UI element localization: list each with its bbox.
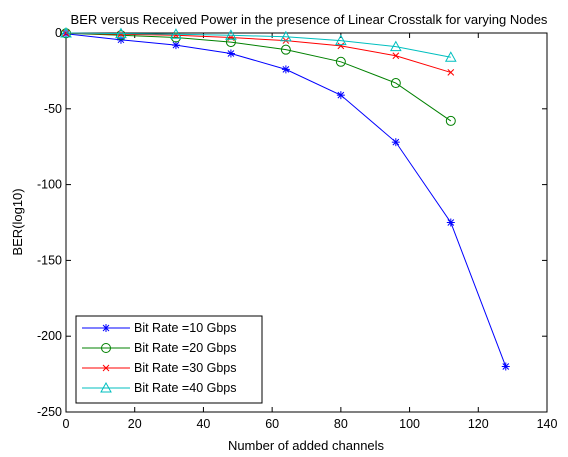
x-tick-label: 40 — [196, 417, 210, 431]
series-1-point — [281, 65, 290, 74]
legend-marker — [100, 381, 112, 393]
legend-label: Bit Rate =30 Gbps — [134, 361, 237, 375]
x-axis-label: Number of added channels — [228, 438, 385, 453]
series-3-point — [392, 52, 400, 60]
y-tick-label: 0 — [55, 26, 62, 40]
axis-ticks: 0 20 40 60 80 100 120 140 0 -50 -100 -150 -200 -250 — [37, 26, 558, 431]
y-tick-label: -150 — [37, 253, 62, 267]
x-tick-label: 0 — [63, 417, 70, 431]
series-4-point — [170, 28, 182, 39]
series-1-point — [501, 362, 510, 371]
x-tick-label: 140 — [537, 417, 558, 431]
series-4-point — [280, 30, 292, 42]
series-4-point — [389, 40, 402, 52]
legend-marker — [102, 324, 110, 332]
y-tick-label: -50 — [44, 102, 62, 116]
series-line-2 — [65, 32, 452, 122]
series-line-4 — [65, 32, 451, 58]
series-4-point — [335, 34, 347, 46]
series-4-point — [225, 29, 237, 40]
y-tick-label: -200 — [37, 329, 62, 343]
series-4-point — [115, 27, 127, 39]
x-tick-label: 120 — [468, 417, 489, 431]
legend-label: Bit Rate =40 Gbps — [134, 381, 237, 395]
series-3-point — [447, 69, 455, 76]
series-3-point — [337, 42, 345, 50]
series-1-point — [226, 49, 235, 58]
series-1-point — [336, 91, 345, 100]
series-line-3 — [65, 32, 451, 73]
x-tick-label: 20 — [128, 417, 142, 431]
series-2-point — [390, 78, 401, 89]
legend-label: Bit Rate =10 Gbps — [134, 321, 237, 335]
legend-marker — [102, 364, 110, 372]
series-2-point — [335, 56, 346, 67]
series-1-point — [391, 138, 400, 147]
series-4-point — [60, 26, 72, 38]
x-tick-label: 60 — [265, 417, 279, 431]
legend: Bit Rate =10 Gbps Bit Rate =20 Gbps Bit Ra… — [75, 315, 263, 404]
series-1-point — [446, 218, 455, 227]
x-tick-label: 100 — [399, 417, 420, 431]
chart-title: BER versus Received Power in the presenc… — [71, 12, 548, 27]
y-tick-label: -100 — [37, 178, 62, 192]
x-tick-label: 80 — [334, 417, 348, 431]
series-4-point — [444, 51, 457, 62]
series-2-point — [280, 44, 291, 55]
legend-label: Bit Rate =20 Gbps — [134, 341, 237, 355]
legend-marker — [101, 343, 111, 353]
y-axis-label: BER(log10) — [10, 188, 25, 255]
series-2-point — [445, 115, 456, 126]
series-layer — [60, 26, 510, 371]
y-tick-label: -250 — [37, 405, 62, 419]
series-2-point — [115, 30, 126, 41]
